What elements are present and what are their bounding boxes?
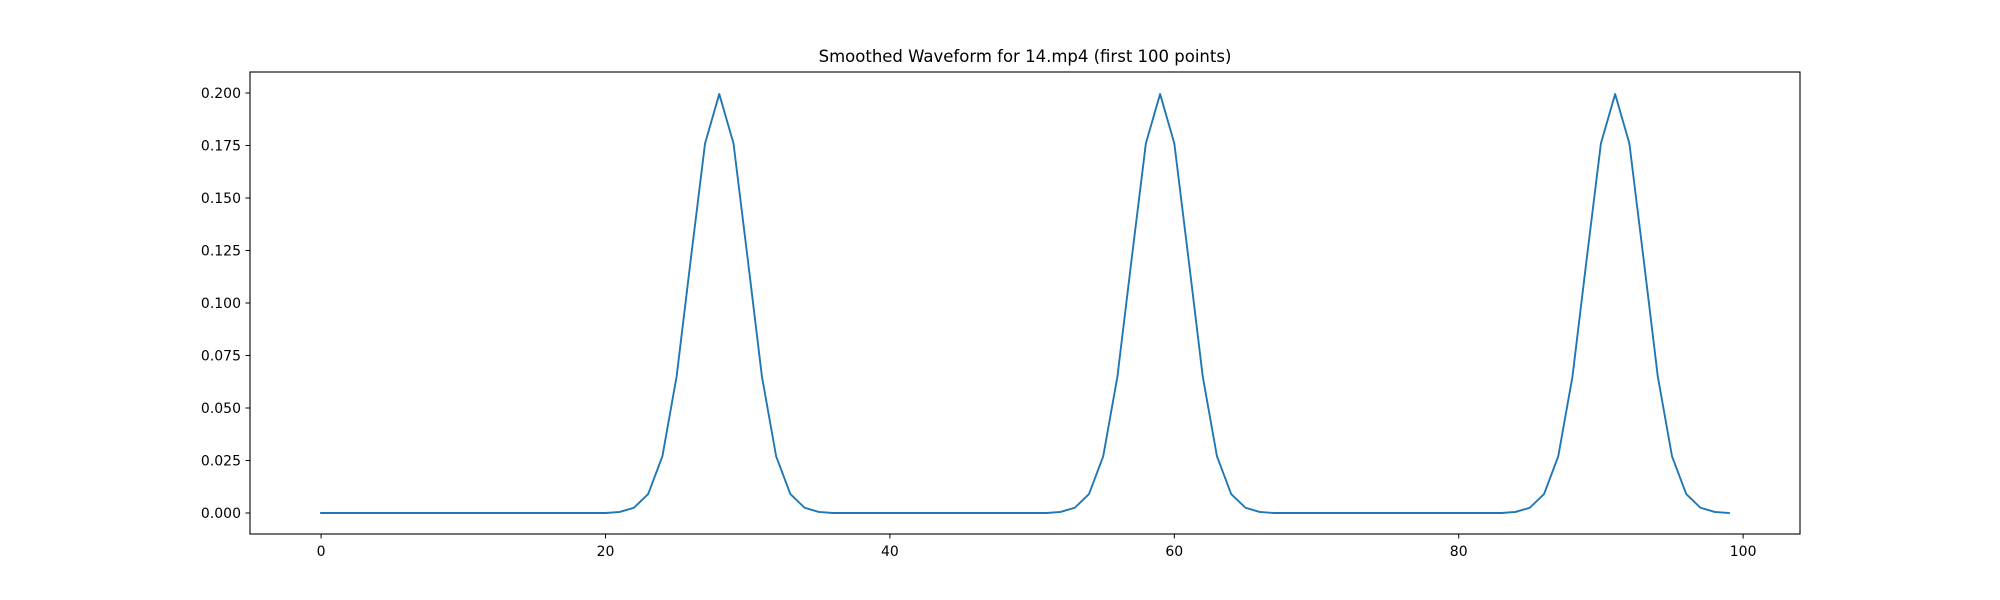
y-tick-label: 0.075 xyxy=(201,349,241,365)
y-tick-label: 0.150 xyxy=(201,191,241,207)
y-tick-label: 0.025 xyxy=(201,454,241,470)
y-tick-label: 0.175 xyxy=(201,139,241,155)
y-axis: 0.000 0.025 0.050 0.075 0.100 0.125 0.150 0.175… xyxy=(201,86,250,522)
y-tick-label: 0.100 xyxy=(201,296,241,312)
x-axis: 0 20 40 60 80 100 xyxy=(317,534,1757,560)
x-tick-label: 100 xyxy=(1730,544,1757,560)
waveform-series-line xyxy=(320,93,1730,515)
plot-area-frame xyxy=(249,71,1801,535)
y-tick-label: 0.000 xyxy=(201,506,241,522)
x-tick-label: 40 xyxy=(881,544,899,560)
series-layer xyxy=(320,93,1730,515)
y-tick-label: 0.050 xyxy=(201,401,241,417)
x-tick-label: 80 xyxy=(1450,544,1468,560)
x-tick-label: 20 xyxy=(597,544,615,560)
chart-title: Smoothed Waveform for 14.mp4 (first 100 … xyxy=(819,47,1232,66)
y-tick-label: 0.125 xyxy=(201,244,241,260)
x-tick-label: 0 xyxy=(317,544,326,560)
y-tick-label: 0.200 xyxy=(201,86,241,102)
x-tick-label: 60 xyxy=(1165,544,1183,560)
